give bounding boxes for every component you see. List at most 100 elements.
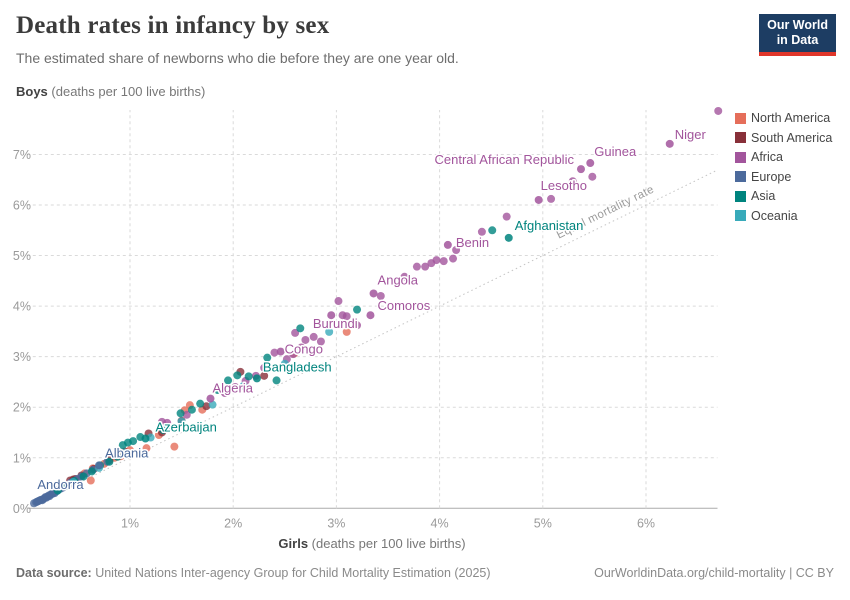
- data-point[interactable]: [353, 305, 362, 314]
- data-point[interactable]: [334, 297, 343, 306]
- data-point[interactable]: [432, 256, 441, 265]
- data-point[interactable]: [296, 324, 305, 333]
- data-point[interactable]: [142, 444, 151, 453]
- data-point[interactable]: [220, 389, 229, 398]
- country-label-congo[interactable]: Congo: [283, 340, 324, 358]
- data-point[interactable]: [325, 327, 334, 336]
- data-point[interactable]: [272, 376, 281, 385]
- data-point[interactable]: [239, 381, 248, 390]
- legend-item-asia[interactable]: Asia: [735, 189, 832, 203]
- data-point[interactable]: [162, 424, 171, 433]
- data-point[interactable]: [260, 363, 269, 372]
- data-point[interactable]: [105, 457, 114, 466]
- country-label-andorra[interactable]: Andorra: [36, 476, 86, 494]
- country-label-lesotho[interactable]: Lesotho: [539, 176, 588, 194]
- data-point[interactable]: [129, 437, 138, 446]
- legend-item-south-america[interactable]: South America: [735, 131, 832, 145]
- data-point[interactable]: [176, 409, 185, 418]
- data-point[interactable]: [196, 399, 205, 408]
- country-label-central-african-republic[interactable]: Central African Republic: [433, 151, 576, 169]
- data-point[interactable]: [289, 350, 298, 359]
- data-point[interactable]: [177, 417, 186, 426]
- country-label-azerbaijan[interactable]: Azerbaijan: [154, 418, 218, 436]
- data-point[interactable]: [477, 227, 486, 236]
- data-point[interactable]: [270, 348, 279, 357]
- data-point-benin[interactable]: [443, 240, 452, 249]
- country-label-benin[interactable]: Benin: [454, 233, 490, 251]
- owid-logo[interactable]: Our World in Data: [759, 14, 836, 56]
- country-label-algeria[interactable]: Algeria: [211, 379, 255, 397]
- data-point[interactable]: [488, 226, 497, 235]
- data-point[interactable]: [182, 410, 191, 419]
- data-point[interactable]: [376, 291, 385, 300]
- data-point[interactable]: [291, 328, 300, 337]
- data-point[interactable]: [263, 353, 272, 362]
- legend-item-europe[interactable]: Europe: [735, 170, 832, 184]
- data-point[interactable]: [309, 332, 318, 341]
- data-point-angola[interactable]: [369, 289, 378, 298]
- data-point-algeria[interactable]: [206, 394, 215, 403]
- data-point-burundi[interactable]: [327, 311, 336, 320]
- data-point-central-african-republic[interactable]: [576, 165, 585, 174]
- data-point[interactable]: [342, 312, 351, 321]
- country-label-comoros[interactable]: Comoros: [376, 297, 432, 315]
- data-point-azerbaijan[interactable]: [141, 434, 150, 443]
- data-point[interactable]: [244, 372, 253, 381]
- data-point[interactable]: [421, 262, 430, 271]
- data-point[interactable]: [208, 400, 217, 409]
- country-label-guinea[interactable]: Guinea: [593, 143, 639, 161]
- data-point[interactable]: [69, 478, 78, 487]
- legend-item-north-america[interactable]: North America: [735, 111, 832, 125]
- data-point-lesotho[interactable]: [534, 195, 543, 204]
- data-point-guinea[interactable]: [586, 159, 595, 168]
- data-point-congo[interactable]: [276, 347, 285, 356]
- data-point-bangladesh[interactable]: [252, 374, 261, 383]
- data-point[interactable]: [316, 337, 325, 346]
- data-point[interactable]: [120, 448, 129, 457]
- data-point[interactable]: [449, 254, 458, 263]
- data-point[interactable]: [213, 386, 222, 395]
- country-label-afghanistan[interactable]: Afghanistan: [513, 216, 585, 234]
- data-point[interactable]: [79, 472, 88, 481]
- legend-item-africa[interactable]: Africa: [735, 150, 832, 164]
- data-point[interactable]: [353, 321, 362, 330]
- data-point[interactable]: [568, 177, 577, 186]
- country-label-niger[interactable]: Niger: [673, 125, 708, 143]
- data-point[interactable]: [280, 359, 289, 368]
- data-point[interactable]: [547, 194, 556, 203]
- data-point[interactable]: [233, 371, 242, 380]
- data-point-andorra[interactable]: [41, 493, 50, 502]
- data-point[interactable]: [297, 343, 306, 352]
- data-point[interactable]: [342, 327, 351, 336]
- data-point-niger[interactable]: [665, 139, 674, 148]
- country-label-burundi[interactable]: Burundi: [311, 315, 359, 333]
- data-point[interactable]: [53, 486, 62, 495]
- data-point[interactable]: [714, 106, 723, 115]
- legend-item-oceania[interactable]: Oceania: [735, 209, 832, 223]
- country-label-albania[interactable]: Albania: [104, 444, 151, 462]
- data-point[interactable]: [439, 257, 448, 266]
- data-point-comoros[interactable]: [366, 311, 375, 320]
- credit-link[interactable]: OurWorldinData.org/child-mortality | CC …: [594, 566, 834, 580]
- data-point[interactable]: [62, 482, 71, 491]
- data-point-afghanistan[interactable]: [504, 233, 513, 242]
- country-label-bangladesh[interactable]: Bangladesh: [261, 358, 333, 376]
- data-point[interactable]: [87, 467, 96, 476]
- data-point[interactable]: [187, 405, 196, 414]
- data-point[interactable]: [86, 476, 95, 485]
- country-label-angola[interactable]: Angola: [376, 271, 420, 289]
- data-point[interactable]: [202, 402, 211, 411]
- data-point[interactable]: [231, 382, 240, 391]
- data-point[interactable]: [260, 371, 269, 380]
- data-point[interactable]: [224, 376, 233, 385]
- data-point[interactable]: [400, 272, 409, 281]
- data-point[interactable]: [113, 452, 122, 461]
- data-point[interactable]: [588, 172, 597, 181]
- data-point[interactable]: [502, 212, 511, 221]
- data-point[interactable]: [412, 262, 421, 271]
- data-point-albania[interactable]: [95, 461, 104, 470]
- data-point[interactable]: [301, 335, 310, 344]
- data-point[interactable]: [452, 245, 461, 254]
- data-point[interactable]: [170, 442, 179, 451]
